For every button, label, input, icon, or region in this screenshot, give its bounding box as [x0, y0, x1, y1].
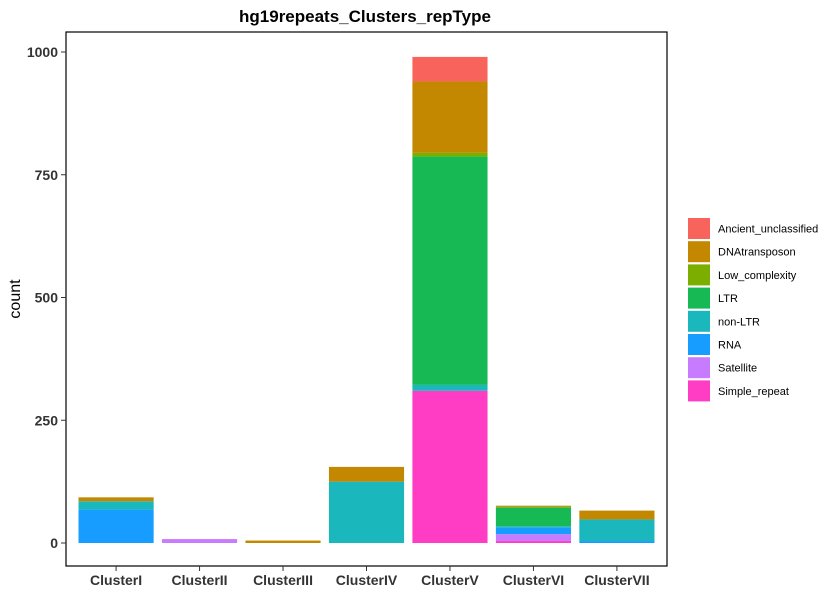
chart-title: hg19repeats_Clusters_repType: [239, 7, 491, 26]
legend-label: Simple_repeat: [718, 386, 789, 398]
bar-clustervi-non-ltr: [495, 526, 572, 528]
legend-swatch-dnatransposon: [688, 241, 710, 263]
y-tick-label: 500: [35, 290, 59, 306]
legend-label: Satellite: [718, 363, 757, 375]
bars-layer: [78, 56, 655, 544]
bar-clusterv-dnatransposon: [412, 81, 488, 153]
bar-clustervii-rna: [579, 541, 655, 543]
legend-label: LTR: [718, 293, 738, 305]
x-tick-label-clusterii: ClusterII: [172, 572, 228, 588]
bar-clustervi-satellite: [495, 534, 572, 542]
legend-swatch-simple-repeat: [688, 380, 710, 402]
bar-clustervi-low-complexity: [495, 506, 572, 508]
bar-clusteriv-non-ltr: [328, 481, 405, 544]
y-tick-label: 1000: [27, 44, 58, 60]
bar-clustervi-simple-repeat: [495, 541, 572, 543]
x-tick-label-clusteri: ClusterI: [90, 572, 142, 588]
bar-clusterv-low-complexity: [412, 152, 488, 157]
y-tick-label: 750: [35, 167, 59, 183]
bar-clustervi-dnatransposon: [495, 505, 572, 507]
bar-clusterv-ancient-unclassified: [412, 56, 488, 82]
legend-swatch-non-ltr: [688, 310, 710, 332]
x-tick-label-clusteriv: ClusterIV: [336, 572, 398, 588]
bar-clusteri-rna: [78, 509, 154, 543]
bar-clustervii-dnatransposon: [579, 510, 655, 520]
legend-label: RNA: [718, 340, 742, 352]
y-axis-title: count: [7, 279, 24, 319]
y-tick-label: 250: [35, 412, 59, 428]
bar-clustervi-rna: [495, 527, 572, 535]
x-tick-label-clusteriii: ClusterIII: [253, 572, 313, 588]
legend-label: DNAtransposon: [718, 247, 796, 259]
legend: Ancient_unclassified DNAtransposon Low_com…: [688, 218, 818, 402]
legend-swatch-rna: [688, 334, 710, 355]
y-tick-label: 0: [50, 535, 58, 551]
bar-clusteri-non-ltr: [78, 501, 154, 510]
x-tick-label-clusterv: ClusterV: [421, 572, 479, 588]
legend-label: Low_complexity: [718, 270, 797, 282]
bar-clusteriii-dnatransposon: [245, 540, 321, 543]
legend-swatch-ltr: [688, 287, 710, 309]
bar-clustervii-non-ltr: [579, 519, 655, 542]
x-axis: ClusterI ClusterII ClusterIII ClusterIV Clus…: [90, 566, 650, 588]
legend-swatch-ancient-unclassified: [688, 218, 710, 239]
bar-clusterii-satellite: [161, 539, 238, 543]
legend-label: Ancient_unclassified: [718, 224, 818, 236]
x-tick-label-clustervii: ClusterVII: [584, 572, 649, 588]
y-axis: 0 250 500 750 1000: [27, 44, 66, 551]
bar-clusteri-dnatransposon: [78, 497, 154, 502]
bar-clustervi-ltr: [495, 507, 572, 527]
bar-clusterv-simple-repeat: [412, 390, 488, 543]
bar-clusterv-non-ltr: [412, 384, 488, 391]
legend-label: non-LTR: [718, 316, 760, 328]
legend-swatch-satellite: [688, 357, 710, 379]
x-tick-label-clustervi: ClusterVI: [503, 572, 564, 588]
bar-clusteriv-dnatransposon: [328, 466, 405, 482]
legend-swatch-low-complexity: [688, 264, 710, 286]
bar-clusterv-ltr: [412, 156, 488, 385]
